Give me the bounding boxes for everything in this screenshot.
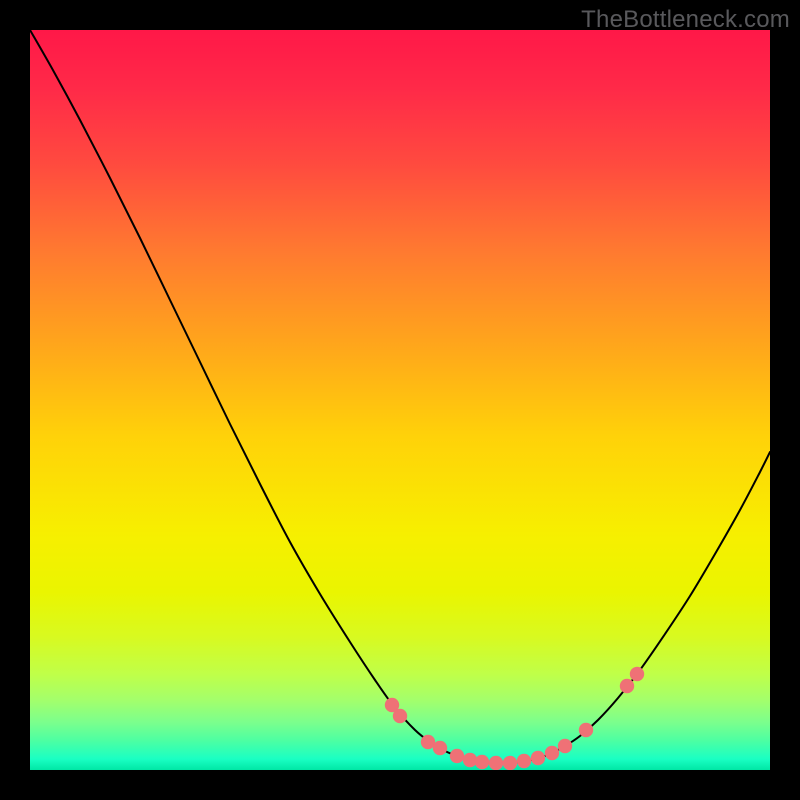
curve-marker [503, 756, 517, 770]
curve-markers [385, 667, 644, 770]
curve-marker [545, 746, 559, 760]
curve-marker [450, 749, 464, 763]
watermark-text: TheBottleneck.com [581, 6, 790, 34]
curve-marker [393, 709, 407, 723]
curve-marker [433, 741, 447, 755]
curve-marker [463, 753, 477, 767]
curve-marker [531, 751, 545, 765]
curve-marker [489, 756, 503, 770]
curve-marker [475, 755, 489, 769]
plot-area [30, 30, 770, 770]
curve-marker [517, 754, 531, 768]
curve-marker [620, 679, 634, 693]
chart-container: TheBottleneck.com [0, 0, 800, 800]
curve-layer [30, 30, 770, 770]
bottleneck-curve [30, 30, 770, 763]
curve-marker [579, 723, 593, 737]
curve-marker [630, 667, 644, 681]
curve-marker [558, 739, 572, 753]
